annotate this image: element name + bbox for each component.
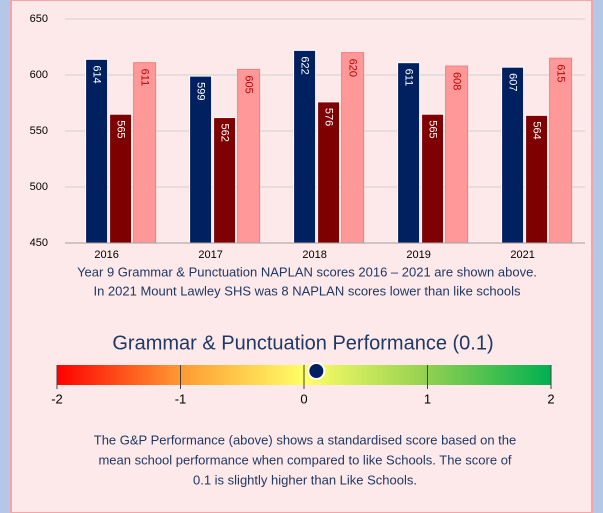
x-tick-label: 2019 xyxy=(406,249,430,261)
bar xyxy=(189,75,213,244)
description: The G&P Performance (above) shows a stan… xyxy=(94,432,517,447)
x-tick-label: -2 xyxy=(51,391,63,406)
x-tick-label: 2021 xyxy=(510,249,534,261)
y-tick-label: 550 xyxy=(30,125,48,137)
value-label: 564 xyxy=(531,121,543,139)
bar xyxy=(85,58,109,244)
value-label: 608 xyxy=(451,72,463,90)
value-label: 565 xyxy=(115,120,127,138)
value-label: 605 xyxy=(243,75,255,93)
x-tick-label: 2017 xyxy=(198,249,222,261)
gauge-marker xyxy=(307,362,326,380)
value-label: 620 xyxy=(347,59,359,77)
caption: In 2021 Mount Lawley SHS was 8 NAPLAN sc… xyxy=(93,283,521,298)
bar xyxy=(341,52,365,244)
x-tick-label: 0 xyxy=(300,391,307,406)
x-tick-label: 2016 xyxy=(94,249,118,261)
value-label: 599 xyxy=(195,82,207,100)
gauge-title: Grammar & Punctuation Performance (0.1) xyxy=(112,332,493,354)
y-tick-label: 450 xyxy=(30,237,48,249)
value-label: 576 xyxy=(323,108,335,126)
bar xyxy=(237,68,261,244)
value-label: 614 xyxy=(91,65,103,83)
bar xyxy=(445,65,469,244)
y-tick-label: 500 xyxy=(30,181,48,193)
description: 0.1 is slightly higher than Like Schools… xyxy=(193,472,417,487)
bar xyxy=(397,62,421,244)
value-label: 607 xyxy=(507,73,519,91)
value-label: 562 xyxy=(219,124,231,142)
y-tick-label: 650 xyxy=(30,13,48,25)
y-tick-label: 600 xyxy=(30,69,48,81)
value-label: 565 xyxy=(427,120,439,138)
value-label: 622 xyxy=(299,56,311,74)
bar xyxy=(133,62,157,244)
x-tick-label: 2018 xyxy=(302,249,326,261)
x-tick-label: 1 xyxy=(424,391,431,406)
bar xyxy=(293,49,317,244)
bar xyxy=(549,57,573,244)
caption: Year 9 Grammar & Punctuation NAPLAN scor… xyxy=(77,264,537,279)
value-label: 611 xyxy=(403,69,415,87)
x-tick-label: -1 xyxy=(175,391,187,406)
x-tick-label: 2 xyxy=(547,391,554,406)
bar xyxy=(501,66,525,244)
description: mean school performance when compared to… xyxy=(98,452,511,467)
value-label: 611 xyxy=(139,69,151,87)
value-label: 615 xyxy=(555,64,567,82)
